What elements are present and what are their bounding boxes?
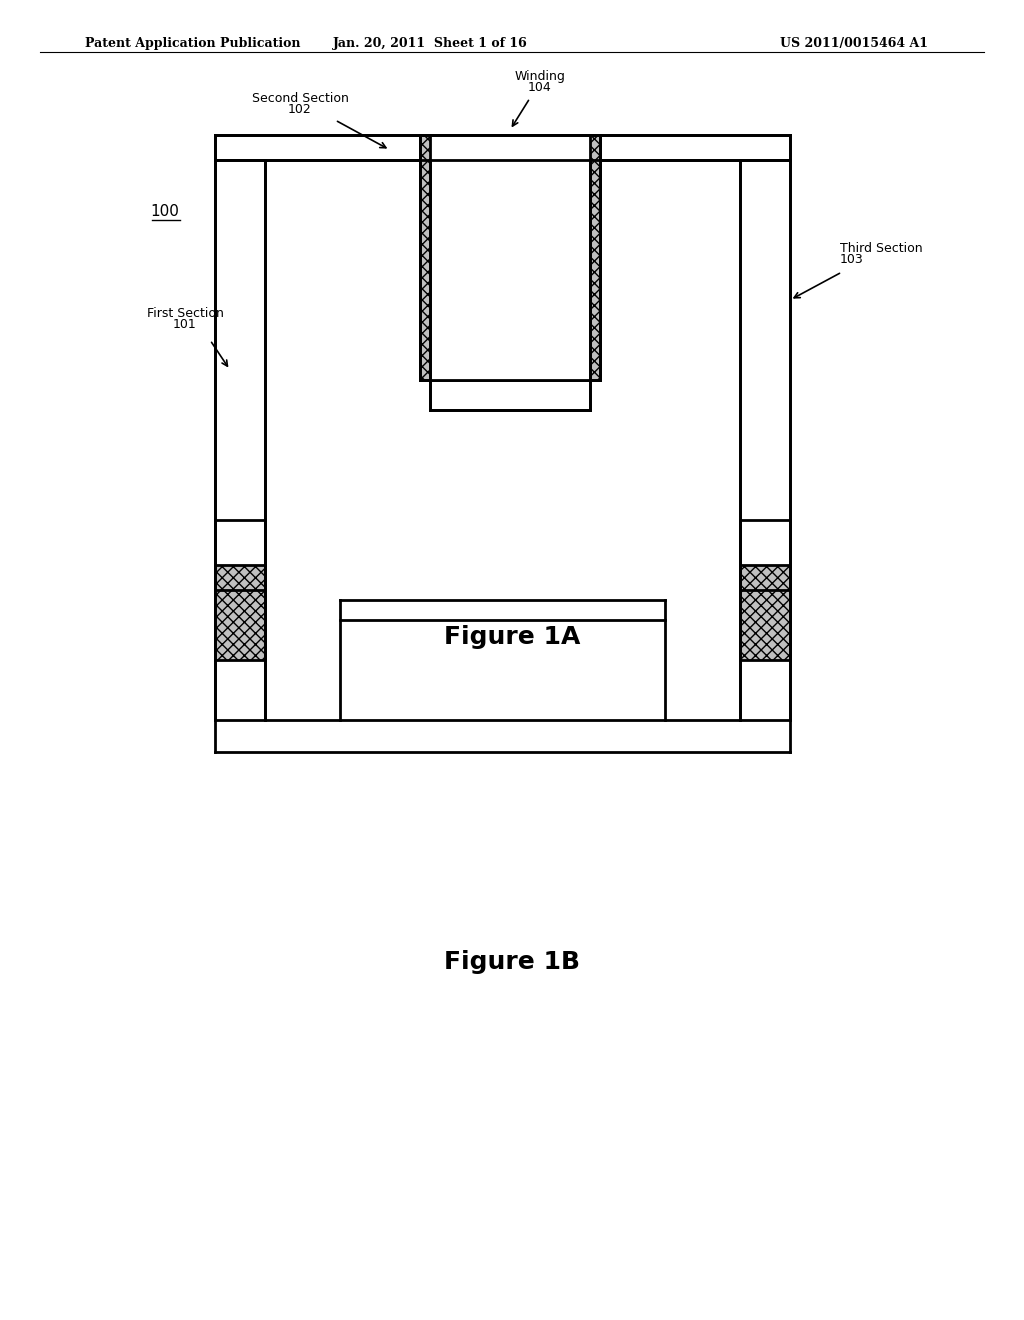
Text: Jan. 20, 2011  Sheet 1 of 16: Jan. 20, 2011 Sheet 1 of 16: [333, 37, 527, 50]
Text: Figure 1A: Figure 1A: [443, 624, 581, 649]
Text: 102: 102: [288, 103, 312, 116]
Bar: [420, 135, 600, 380]
Text: Patent Application Publication: Patent Application Publication: [85, 37, 300, 50]
FancyBboxPatch shape: [215, 135, 790, 160]
FancyBboxPatch shape: [430, 160, 590, 411]
Bar: [430, 135, 590, 380]
Bar: [590, 135, 600, 380]
FancyBboxPatch shape: [740, 160, 790, 590]
Text: Second Section: Second Section: [252, 92, 348, 106]
Bar: [740, 565, 790, 660]
Text: 100: 100: [151, 205, 179, 219]
Text: Third Section: Third Section: [840, 242, 923, 255]
Text: Figure 1B: Figure 1B: [444, 950, 580, 974]
Bar: [420, 135, 600, 380]
Bar: [215, 565, 265, 660]
Bar: [420, 135, 430, 380]
Text: 103: 103: [840, 253, 864, 267]
FancyBboxPatch shape: [215, 160, 265, 590]
Text: Winding: Winding: [515, 70, 565, 83]
Text: US 2011/0015464 A1: US 2011/0015464 A1: [780, 37, 928, 50]
Text: 104: 104: [528, 81, 552, 94]
Text: First Section: First Section: [146, 308, 223, 319]
Text: 101: 101: [173, 318, 197, 331]
